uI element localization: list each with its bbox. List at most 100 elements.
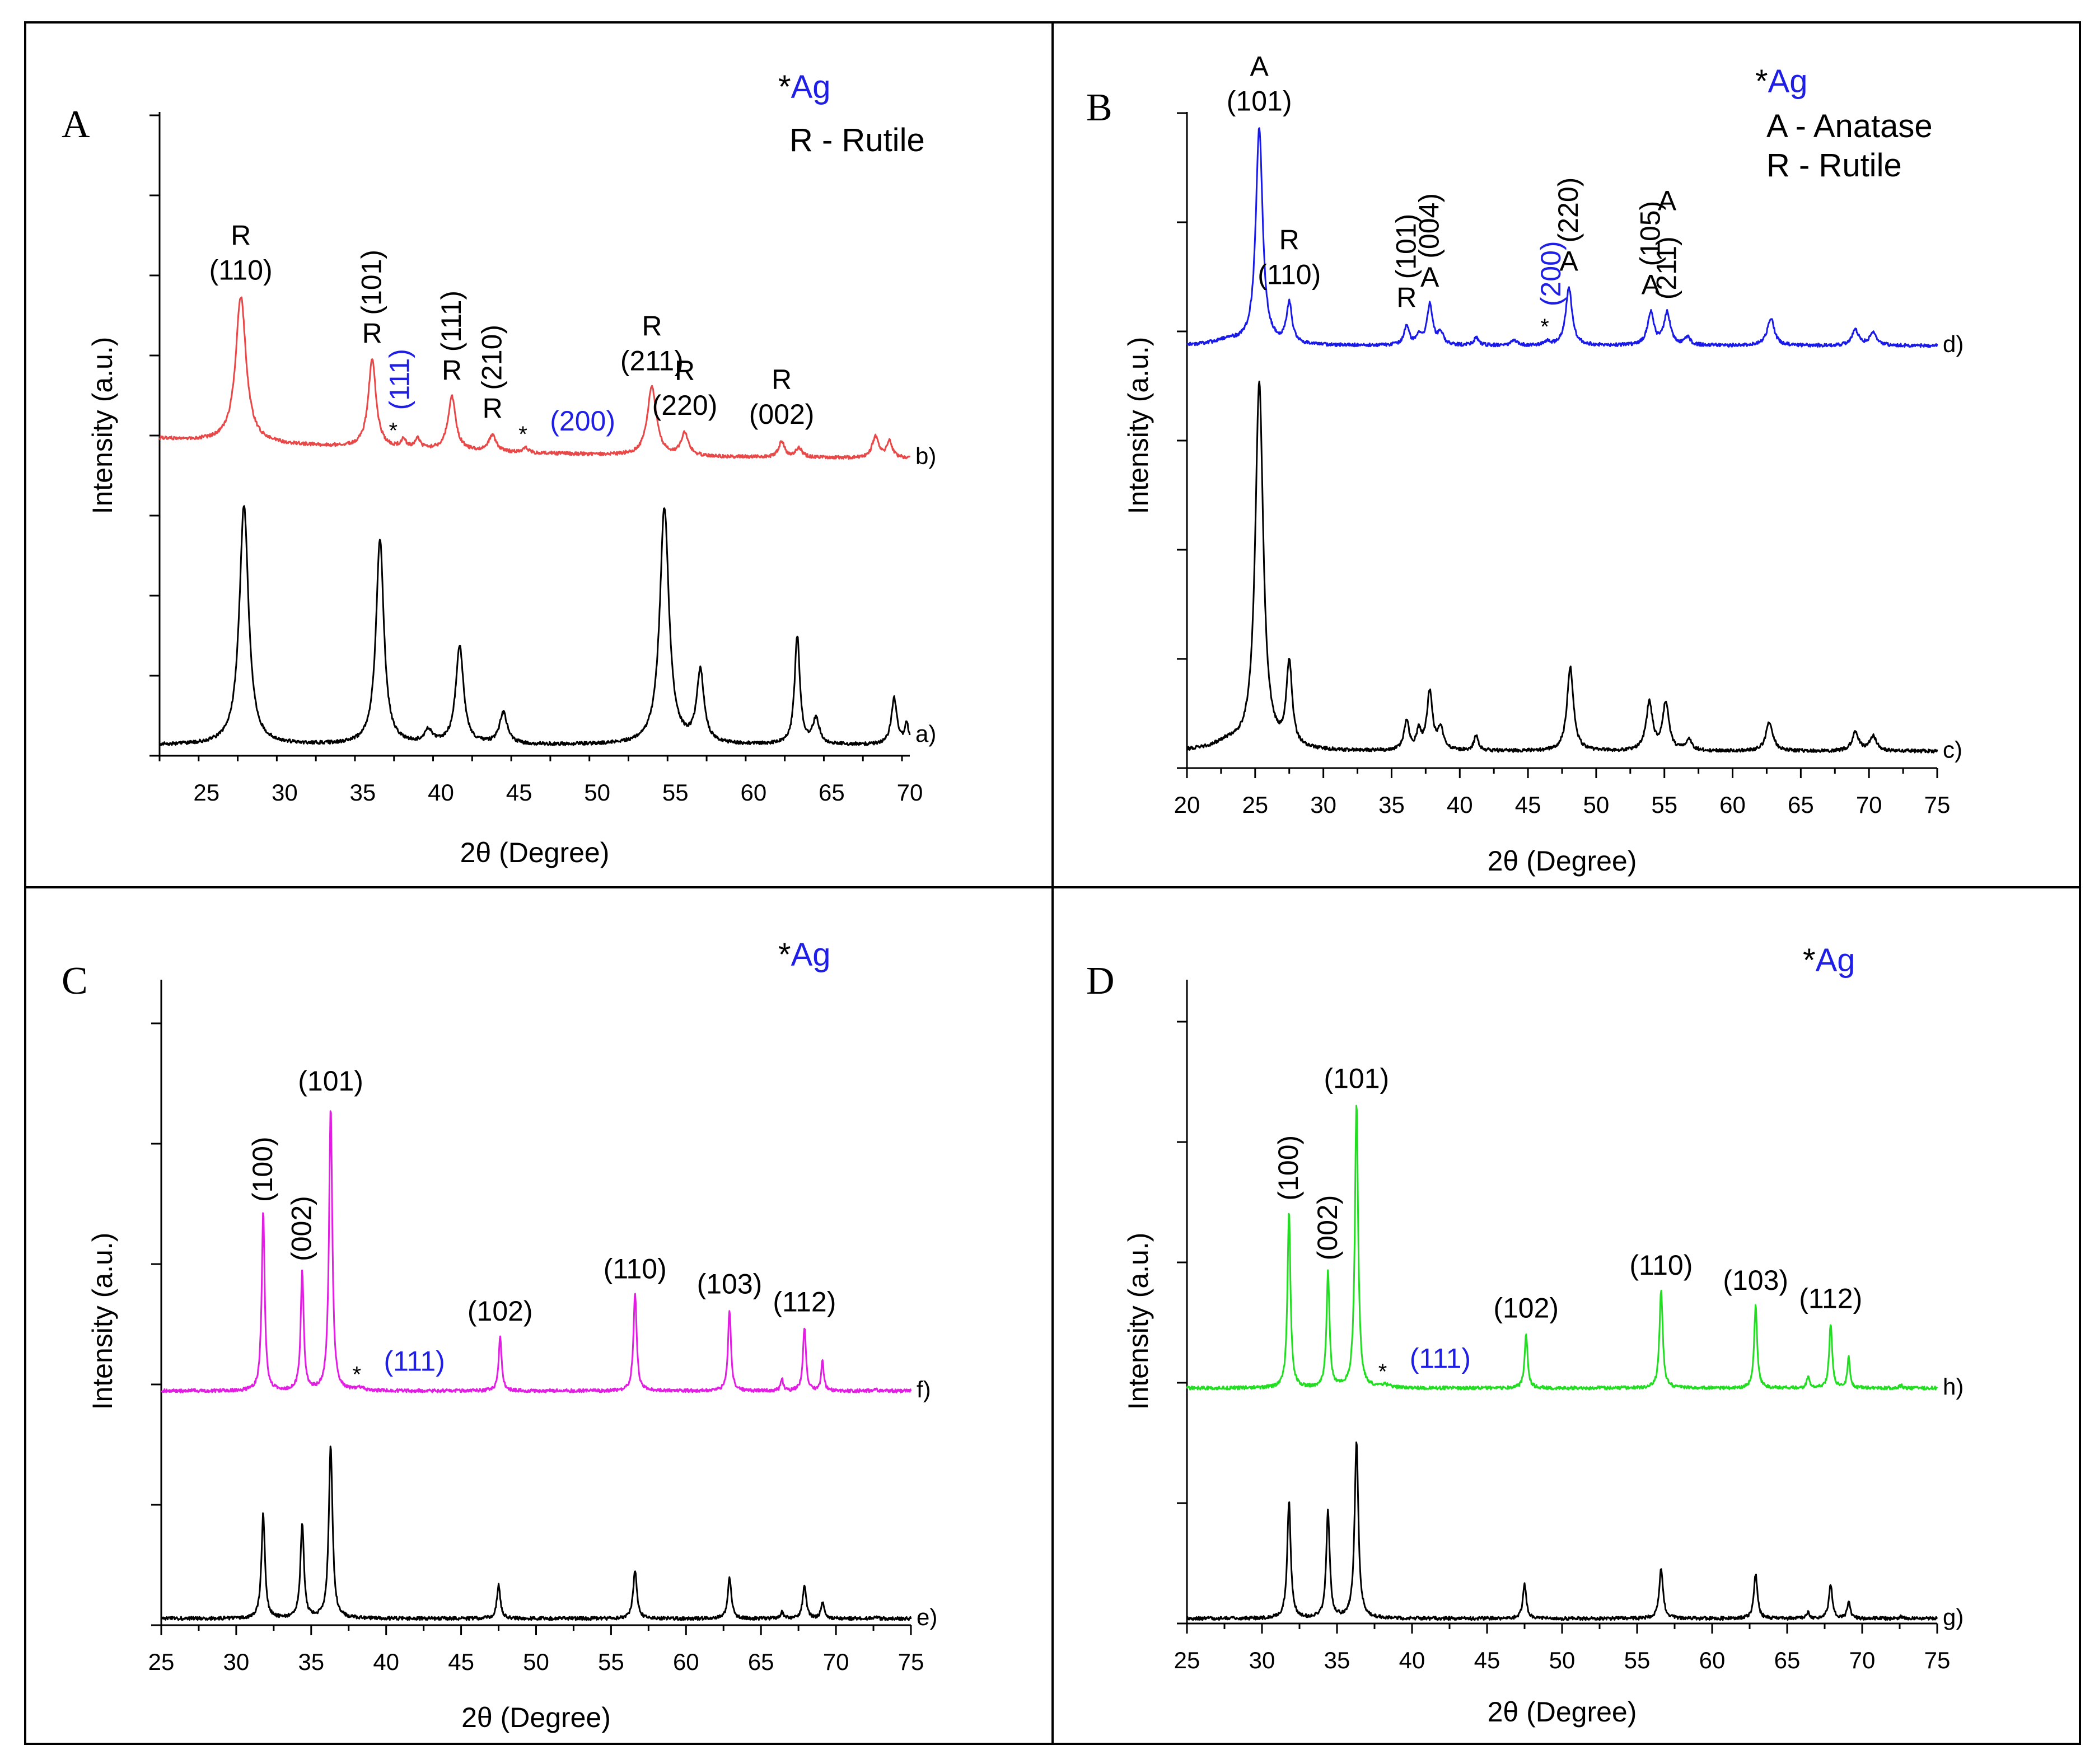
phase-legend: R - Rutile [789,122,925,158]
peak-index-label: (105) [1634,201,1666,266]
peak-phase-label: A [1420,261,1439,293]
peak-index-label: (111) [384,1345,445,1377]
peak-phase-label: R [772,364,792,395]
peak-index-label: (110) [604,1253,667,1285]
peak-index-label: (103) [1723,1265,1788,1296]
y-axis-title: Intensity (a.u.) [87,1233,118,1410]
peak-phase-label: R [1396,282,1417,313]
peak-index-label: (103) [697,1269,763,1300]
x-tick-label: 70 [823,1649,849,1675]
peak-index-label: (101) [356,250,387,315]
x-tick-label: 55 [1651,792,1677,818]
peak-index-label: (111) [1410,1342,1471,1374]
x-tick-label: 25 [193,779,219,806]
x-tick-label: 50 [1549,1647,1576,1673]
peak-index-label: (101) [1227,86,1292,117]
peak-index-label: (211) [620,345,684,377]
peak-index-label: (101) [1324,1063,1389,1094]
series-f [161,1110,912,1393]
x-tick-label: 55 [662,779,689,806]
panel-letter: A [62,103,90,146]
peak-phase-label: R [1279,224,1299,256]
series-label: a) [915,720,936,747]
y-axis-title: Intensity (a.u.) [1123,1233,1154,1410]
peak-phase-label: A [1642,269,1661,300]
peak-index-label: (110) [1257,259,1321,291]
peak-index-label: (200) [550,405,615,437]
x-tick-label: 75 [898,1649,924,1675]
x-tick-label: 45 [448,1649,474,1675]
peak-index-label: (211) [1651,236,1682,300]
series-label: f) [917,1377,931,1403]
x-tick-label: 35 [298,1649,324,1675]
peak-phase-label: R [642,311,662,342]
series-b [158,296,911,460]
x-tick-label: 60 [740,779,766,806]
panel-frame-D [1051,886,2081,1745]
ag-marker: * [389,418,398,443]
x-axis-title: 2θ (Degree) [1488,845,1637,877]
x-tick-label: 65 [1788,792,1814,818]
x-tick-label: 60 [673,1649,699,1675]
ag-legend: *Ag [778,937,831,973]
x-tick-label: 25 [1242,792,1268,818]
peak-index-label: (110) [209,254,273,286]
x-tick-label: 25 [148,1649,175,1675]
x-tick-label: 50 [523,1649,549,1675]
series-label: b) [915,443,936,469]
peak-phase-label: R [231,219,251,251]
phase-legend: R - Rutile [1766,147,1902,184]
y-axis-title: Intensity (a.u.) [87,337,118,514]
series-label: d) [1943,331,1964,357]
panel-letter: C [62,960,88,1003]
x-tick-label: 35 [350,779,376,806]
x-tick-label: 30 [272,779,298,806]
series-label: c) [1943,737,1962,763]
peak-index-label: (002) [1312,1195,1343,1261]
peak-index-label: (111) [436,291,467,352]
peak-index-label: (200) [1535,241,1567,306]
panel-C: C 25 30 35 40 45 50 55 60 65 70 75 2θ (Degree) Intens… [62,937,937,1733]
peak-index-label: (112) [773,1286,836,1318]
peak-phase-label: A [1658,185,1677,216]
x-tick-label: 60 [1719,792,1746,818]
x-tick-label: 75 [1924,792,1951,818]
peak-phase-label: R [675,355,695,386]
x-tick-label: 65 [819,779,845,806]
x-tick-label: 55 [598,1649,624,1675]
peak-index-label: (112) [1799,1283,1862,1314]
series-g [1186,1441,1938,1621]
series-h [1186,1105,1938,1391]
x-tick-label: 20 [1174,792,1200,818]
peak-index-label: (004) [1414,193,1445,259]
x-tick-label: 35 [1324,1647,1350,1673]
x-axis-title: 2θ (Degree) [1488,1696,1637,1728]
x-tick-label: 65 [1774,1647,1801,1673]
series-label: h) [1943,1373,1964,1400]
panel-A: A 25 30 35 40 45 50 55 60 65 70 2θ (Degree) Intensit… [62,69,936,868]
series-e [161,1445,912,1621]
x-tick-label: 70 [1849,1647,1876,1673]
peak-index-label: (100) [1273,1135,1304,1201]
peak-index-label: (101) [298,1065,363,1097]
peak-index-label: (111) [384,349,415,410]
peak-index-label: (102) [1493,1292,1559,1323]
series-label: g) [1943,1604,1964,1630]
phase-legend: A - Anatase [1766,108,1933,144]
panel-B: B 20 25 30 35 40 45 50 55 60 65 70 75 2θ (Degree) Inte… [1086,51,1964,877]
x-tick-label: 50 [584,779,610,806]
panel-frames [24,21,2081,1745]
x-tick-label: 50 [1583,792,1610,818]
peak-index-label: (110) [1629,1250,1693,1281]
x-tick-label: 30 [1310,792,1336,818]
peak-phase-label: A [1560,245,1579,277]
x-tick-label: 55 [1624,1647,1651,1673]
x-tick-label: 40 [1447,792,1473,818]
x-tick-label: 70 [897,779,923,806]
peak-index-label: (100) [247,1136,278,1202]
peak-index-label: (210) [476,325,508,390]
x-tick-label: 25 [1174,1647,1200,1673]
panel-D: D 25 30 35 40 45 50 55 60 65 70 75 2θ (Degree) Intens… [1086,942,1964,1728]
peak-index-label: (102) [468,1295,533,1327]
peak-phase-label: R [442,354,462,386]
